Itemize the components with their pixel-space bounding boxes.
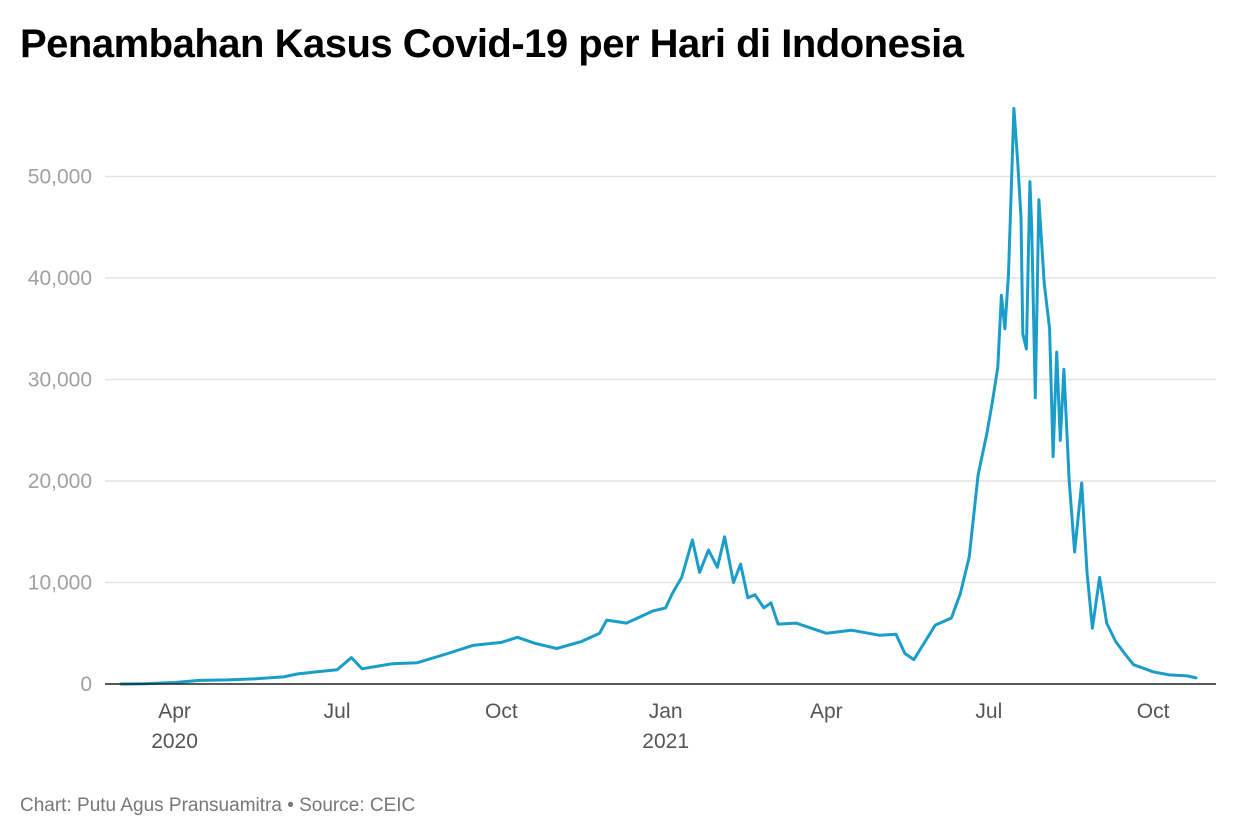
x-tick-label: Apr <box>158 700 191 723</box>
y-tick-label: 0 <box>80 673 92 696</box>
x-tick-label: Jan <box>649 700 683 723</box>
x-tick-year-label: 2021 <box>642 730 689 753</box>
y-tick-label: 20,000 <box>28 470 92 493</box>
x-tick-label: Jul <box>975 700 1002 723</box>
gridlines <box>105 175 1216 584</box>
y-tick-label: 50,000 <box>28 166 92 189</box>
x-tick-label: Apr <box>810 700 843 723</box>
y-axis-ticks: 0 10,000 20,000 30,000 40,000 50,000 <box>28 166 92 697</box>
y-tick-label: 30,000 <box>28 369 92 392</box>
x-tick-label: Oct <box>1137 700 1170 723</box>
chart-title: Penambahan Kasus Covid-19 per Hari di In… <box>20 22 964 66</box>
series-layer <box>119 107 1198 686</box>
x-tick-label: Jul <box>324 700 351 723</box>
x-axis-ticks: Apr 2020 Jul Oct Jan 2021 Apr Jul Oct <box>151 700 1169 753</box>
x-tick-year-label: 2020 <box>151 730 198 753</box>
x-tick-label: Oct <box>485 700 518 723</box>
chart-footer: Chart: Putu Agus Pransuamitra • Source: … <box>20 795 416 816</box>
y-tick-label: 10,000 <box>28 572 92 595</box>
y-tick-label: 40,000 <box>28 267 92 290</box>
series-line <box>119 107 1198 686</box>
